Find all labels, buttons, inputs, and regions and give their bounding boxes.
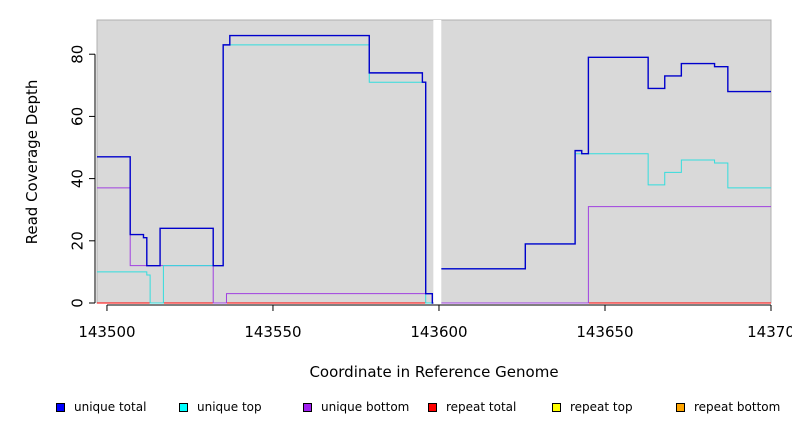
legend-swatch-unique-bottom	[303, 402, 312, 412]
legend-item-unique-top: unique top	[179, 400, 262, 414]
y-tick-label: 20	[68, 231, 86, 250]
region-gap	[433, 20, 442, 304]
x-tick-label: 143650	[576, 323, 633, 341]
x-tick-label: 14370	[747, 323, 792, 341]
legend: unique total unique top unique bottom re…	[0, 400, 792, 420]
legend-item-repeat-bottom: repeat bottom	[676, 400, 780, 414]
legend-label: unique total	[74, 400, 147, 414]
y-tick-label: 0	[68, 298, 86, 308]
legend-item-unique-total: unique total	[56, 400, 146, 414]
x-tick-label: 143550	[244, 323, 301, 341]
y-axis-title: Read Coverage Depth	[23, 80, 41, 245]
series-line-unique-total	[97, 34, 771, 304]
legend-label: unique top	[197, 400, 262, 414]
legend-label: unique bottom	[321, 400, 410, 414]
legend-swatch-repeat-total	[428, 402, 437, 412]
legend-swatch-repeat-top	[552, 402, 561, 412]
x-tick-label: 143600	[410, 323, 467, 341]
legend-swatch-unique-total	[56, 402, 65, 412]
legend-item-repeat-top: repeat top	[552, 400, 633, 414]
legend-item-unique-bottom: unique bottom	[303, 400, 409, 414]
legend-label: repeat bottom	[694, 400, 781, 414]
legend-swatch-unique-top	[179, 402, 188, 412]
legend-label: repeat top	[570, 400, 633, 414]
legend-item-repeat-total: repeat total	[428, 400, 516, 414]
legend-swatch-repeat-bottom	[676, 402, 685, 412]
legend-label: repeat total	[446, 400, 517, 414]
y-tick-label: 60	[68, 107, 86, 126]
y-tick-label: 40	[68, 169, 86, 188]
y-tick-label: 80	[68, 45, 86, 64]
x-axis-title: Coordinate in Reference Genome	[309, 363, 558, 381]
series-line-unique-bottom	[97, 187, 771, 304]
x-tick-label: 143500	[78, 323, 135, 341]
